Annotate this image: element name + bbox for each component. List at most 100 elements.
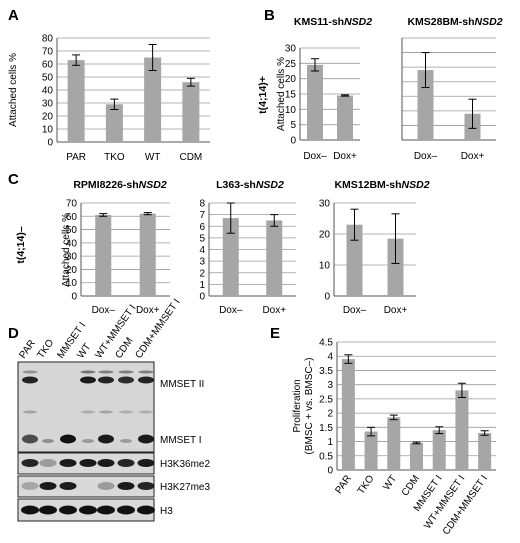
chart-b1: 0 5 10 15 20 25 30 Dox– Dox+ KMS11-shNSD2 Attached…: [276, 16, 372, 162]
y-tick-label: 50: [42, 73, 54, 84]
panel-letter-b: B: [264, 7, 275, 24]
y-tick-label: 4: [199, 245, 205, 256]
blot-band: [59, 459, 77, 467]
blot-band: [80, 370, 96, 374]
blot-band: [138, 434, 154, 444]
blot-band: [99, 410, 113, 414]
blot-band: [39, 459, 57, 467]
category-label: Dox+: [384, 305, 408, 316]
bar: [455, 390, 469, 470]
bar: [266, 220, 283, 296]
y-axis-label: (BMSC + vs. BMSC–): [304, 358, 315, 455]
blot-band: [138, 370, 154, 374]
blot-band: [42, 439, 54, 443]
chart-c1: 0 10 20 30 40 50 60 70 Dox– Dox+ RPMI8226-shNSD2 At…: [61, 179, 170, 316]
y-tick-label: 10: [42, 125, 54, 136]
y-tick-label: 7: [199, 210, 205, 221]
category-label: Dox–: [343, 305, 367, 316]
bar: [67, 60, 85, 142]
y-tick-label: 60: [42, 60, 54, 71]
blot-band: [23, 410, 37, 414]
blot-label-mmset-i: MMSET I: [160, 435, 201, 446]
bar: [105, 104, 123, 142]
blot-band: [22, 434, 38, 444]
y-tick-label: 70: [66, 199, 78, 210]
blot-band: [60, 434, 76, 444]
blot-bands: [21, 370, 155, 515]
y-tick-label: 40: [42, 86, 54, 97]
blot-band: [39, 505, 57, 515]
y-axis-label: Attached cells %: [276, 57, 287, 131]
y-tick-label: 80: [42, 34, 54, 45]
y-tick-label: 40: [66, 238, 78, 249]
y-tick-label: 0.5: [319, 451, 333, 462]
y-tick-label: 5: [290, 120, 296, 131]
y-tick-label: 8: [199, 199, 205, 210]
y-tick-label: 30: [42, 99, 54, 110]
bar: [387, 238, 404, 296]
bar: [95, 214, 112, 296]
y-tick-label: 3: [327, 380, 333, 391]
blot-band: [137, 482, 155, 490]
y-tick-label: 50: [66, 225, 78, 236]
panel-letter-c: C: [8, 171, 19, 188]
chart-c3: 0 10 20 30 Dox– Dox+ KMS12BM-shNSD2: [319, 179, 430, 316]
y-tick-label: 2: [199, 268, 205, 279]
y-tick-label: 0: [324, 292, 330, 303]
y-tick-label: 4: [327, 352, 333, 363]
blot-band: [22, 370, 38, 374]
y-tick-label: 30: [285, 44, 297, 55]
y-tick-label: 15: [285, 90, 297, 101]
y-tick-label: 2.5: [319, 394, 333, 405]
blot-band: [120, 439, 132, 443]
blot-band: [137, 459, 155, 467]
y-axis-label: Proliferation: [292, 379, 303, 432]
y-tick-label: 10: [66, 278, 78, 289]
y-tick-label: 0: [47, 138, 53, 149]
y-tick-label: 20: [285, 74, 297, 85]
y-tick-label: 0: [290, 136, 296, 147]
y-tick-label: 25: [285, 59, 297, 70]
category-label: TKO: [104, 152, 125, 163]
y-tick-label: 0: [199, 292, 205, 303]
lane-label: PAR: [17, 338, 37, 361]
chart-title: KMS12BM-shNSD2: [334, 179, 429, 191]
blot-band: [39, 482, 57, 490]
category-label: TKO: [356, 473, 377, 496]
row-label-t414-positive: t(4;14)+: [257, 76, 269, 114]
y-tick-label: 4.5: [319, 338, 333, 349]
blot-band: [137, 505, 155, 515]
bar: [410, 442, 423, 470]
blot-band: [81, 410, 95, 414]
blot-band: [98, 376, 114, 384]
blot-label-h3: H3: [160, 506, 173, 517]
blot-band: [117, 505, 135, 515]
y-tick-label: 5: [199, 233, 205, 244]
category-label: CDM: [400, 473, 422, 498]
y-tick-label: 10: [319, 261, 331, 272]
chart-b2: Dox– Dox+ KMS28BM-shNSD2: [401, 16, 503, 162]
category-label: Dox+: [333, 151, 357, 162]
lane-label: TKO: [35, 337, 56, 360]
panel-letter-d: D: [8, 325, 19, 342]
y-tick-label: 2: [327, 409, 333, 420]
blot-band: [79, 505, 97, 515]
blot-band: [117, 482, 135, 490]
lane-label: WT: [75, 342, 93, 361]
category-label: WT: [381, 473, 399, 492]
blot-band: [118, 370, 134, 374]
y-tick-label: 3: [199, 257, 205, 268]
bar: [364, 431, 378, 470]
bar: [337, 95, 353, 140]
y-tick-label: 60: [66, 212, 78, 223]
blot-band: [21, 505, 39, 515]
blot-band: [98, 370, 114, 374]
bar: [144, 57, 162, 142]
blot-band: [119, 410, 133, 414]
category-label: Dox+: [461, 151, 485, 162]
bar: [478, 433, 492, 470]
y-axis-label: Attached cells %: [61, 213, 72, 287]
